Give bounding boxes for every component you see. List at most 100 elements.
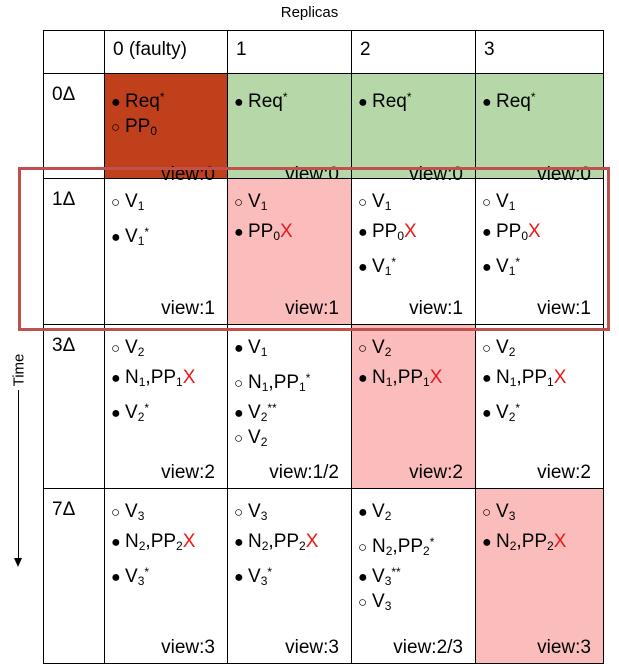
message-name: V xyxy=(125,402,138,423)
message-superscript: * xyxy=(515,401,521,415)
filled-circle-icon: ● xyxy=(111,405,121,422)
filled-circle-icon: ● xyxy=(234,340,244,357)
message-subscript: 1 xyxy=(385,375,393,389)
open-circle-icon: ○ xyxy=(111,504,121,521)
message-subscript: 2 xyxy=(508,345,516,359)
view-number: view:3 xyxy=(285,637,339,658)
open-circle-icon: ○ xyxy=(111,340,121,357)
message-superscript: * xyxy=(159,90,165,104)
time-arrow-icon xyxy=(14,558,22,567)
message-entry: ○ V2 xyxy=(234,423,351,453)
message-name: N xyxy=(248,372,262,393)
view-number: view:2 xyxy=(161,462,215,483)
open-circle-icon: ○ xyxy=(234,430,244,447)
message-entry: ● PP0X xyxy=(358,217,475,247)
message-name-2: ,PP xyxy=(268,531,300,552)
message-superscript: * xyxy=(144,565,150,579)
message-name: N xyxy=(125,367,139,388)
message-entry: ● PP0X xyxy=(482,217,603,247)
replica-state-cell: ● V2 ○ N2,PP2* ● V3** ○ V3 view:2/3 xyxy=(351,488,476,664)
message-name: V xyxy=(248,402,261,423)
message-name: V xyxy=(125,337,138,358)
message-subscript: 1 xyxy=(508,264,516,278)
message-name: V xyxy=(372,256,385,277)
message-entry: ○ V3 xyxy=(482,497,603,527)
message-superscript: * xyxy=(406,90,412,104)
message-entry: ● V3* xyxy=(234,557,351,588)
time-step-cell: 0Δ xyxy=(43,73,105,179)
filled-circle-icon: ● xyxy=(234,534,244,551)
open-circle-icon: ○ xyxy=(234,194,244,211)
replica-state-cell: ○ V2 ● N1,PP1X ● V2* view:2 xyxy=(104,324,228,489)
message-subscript: 2 xyxy=(508,410,516,424)
message-superscript: * xyxy=(530,90,536,104)
message-superscript: * xyxy=(305,371,311,385)
open-circle-icon: ○ xyxy=(358,594,368,611)
replica-header-0: 0 (faulty) xyxy=(104,30,228,74)
message-name: V xyxy=(372,591,385,612)
message-name: Req xyxy=(248,91,283,112)
message-name: PP xyxy=(372,221,398,242)
message-entry: ○ V2 xyxy=(111,333,227,363)
open-circle-icon: ○ xyxy=(358,539,368,556)
time-step-label: 0Δ xyxy=(52,84,76,105)
replica-state-cell: ○ V1 ● PP0X ● V1* view:1 xyxy=(351,178,476,325)
message-subscript: 2 xyxy=(261,539,269,553)
message-name-2: ,PP xyxy=(392,367,424,388)
replica-state-cell: ○ V2 ● N1,PP1X view:2 xyxy=(351,324,476,489)
message-name: V xyxy=(372,501,385,522)
message-entry: ○ N1,PP1* xyxy=(234,363,351,394)
message-subscript: 3 xyxy=(260,574,268,588)
message-entry: ○ N2,PP2* xyxy=(358,527,475,558)
message-name-2: ,PP xyxy=(268,372,300,393)
message-subscript: 2 xyxy=(385,544,393,558)
filled-circle-icon: ● xyxy=(111,569,121,586)
message-subscript: 1 xyxy=(508,199,516,213)
message-subscript-2: 1 xyxy=(299,380,306,394)
filled-circle-icon: ● xyxy=(111,94,121,111)
filled-circle-icon: ● xyxy=(234,569,244,586)
rejected-x-mark: X xyxy=(429,367,443,388)
message-entry: ○ V3 xyxy=(358,587,475,617)
time-axis-label: Time xyxy=(10,353,28,387)
message-entry: ● N2,PP2X xyxy=(482,527,603,557)
filled-circle-icon: ● xyxy=(358,94,368,111)
message-superscript: * xyxy=(282,90,288,104)
filled-circle-icon: ● xyxy=(482,534,492,551)
message-name: V xyxy=(372,191,385,212)
replica-state-cell: ○ V2 ● N1,PP1X ● V2* view:2 xyxy=(475,324,604,489)
time-step-cell: 1Δ xyxy=(43,178,105,325)
view-number: view:1 xyxy=(285,298,339,319)
message-name: V xyxy=(248,501,261,522)
time-row: 3Δ ○ V2 ● N1,PP1X ● V2* view:2 ● V1 ○ N1,PP1* ● V2** ○… xyxy=(43,324,604,489)
message-subscript: 2 xyxy=(384,345,392,359)
rejected-x-mark: X xyxy=(280,221,293,242)
rejected-x-mark: X xyxy=(305,531,319,552)
filled-circle-icon: ● xyxy=(358,504,368,521)
view-number: view:3 xyxy=(161,637,215,658)
open-circle-icon: ○ xyxy=(111,194,121,211)
message-entry: ○ V1 xyxy=(358,187,475,217)
filled-circle-icon: ● xyxy=(358,370,368,387)
time-row: 7Δ ○ V3 ● N2,PP2X ● V3* view:3 ○ V3 ● N2,PP2X ● V3* vi… xyxy=(43,488,604,664)
message-superscript: * xyxy=(144,401,150,415)
message-subscript: 2 xyxy=(384,509,392,523)
replica-state-cell: ○ V3 ● N2,PP2X view:3 xyxy=(475,488,604,664)
message-subscript: 1 xyxy=(138,375,146,389)
replica-header-2: 2 xyxy=(351,30,476,74)
message-subscript: 2 xyxy=(137,410,145,424)
message-name: V xyxy=(372,566,385,587)
time-axis: Time xyxy=(0,330,36,580)
message-name: Req xyxy=(372,91,407,112)
filled-circle-icon: ● xyxy=(482,224,492,241)
message-name: PP xyxy=(248,221,274,242)
message-entry: ● V3* xyxy=(111,557,227,588)
message-name: V xyxy=(248,337,261,358)
replica-header-3: 3 xyxy=(475,30,604,74)
message-name: N xyxy=(248,531,262,552)
time-row: 1Δ ○ V1 ● V1* view:1 ○ V1 ● PP0X view:1 ○ V1 ● PP0X ● V1… xyxy=(43,178,604,325)
message-name: V xyxy=(125,501,138,522)
replica-state-cell: ○ V1 ● PP0X view:1 xyxy=(227,178,352,325)
time-step-cell: 3Δ xyxy=(43,324,105,489)
message-name: N xyxy=(372,367,386,388)
